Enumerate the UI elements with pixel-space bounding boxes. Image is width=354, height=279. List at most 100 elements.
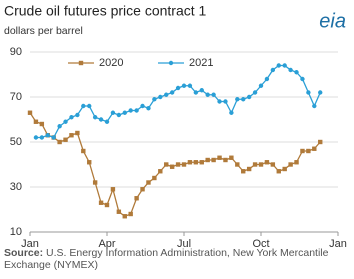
point: [152, 175, 157, 181]
y-tick-label: 50: [10, 136, 22, 148]
point: [187, 160, 193, 165]
point: [158, 94, 163, 100]
point: [116, 112, 122, 118]
point: [146, 106, 151, 111]
chart-subtitle: dollars per barrel: [4, 25, 83, 37]
logo: eia: [319, 10, 346, 32]
point: [282, 166, 287, 172]
point: [258, 162, 264, 167]
point: [81, 148, 86, 154]
point: [169, 90, 175, 95]
point: [110, 110, 116, 115]
point: [128, 211, 133, 217]
point: [241, 169, 246, 174]
y-tick-label: 70: [10, 91, 22, 103]
point: [312, 103, 317, 109]
point: [252, 90, 258, 95]
point: [63, 119, 68, 124]
point: [69, 133, 74, 138]
point: [92, 115, 98, 120]
point: [140, 187, 145, 192]
point: [229, 110, 234, 115]
point: [87, 160, 92, 165]
point: [199, 160, 204, 165]
point: [223, 157, 228, 163]
source-text: U.S. Energy Information Administration, …: [4, 247, 329, 271]
point: [45, 133, 50, 138]
point: [164, 92, 169, 97]
point: [187, 83, 193, 88]
point: [122, 214, 127, 219]
legend-label: 2021: [189, 57, 213, 69]
point: [140, 103, 145, 109]
point: [294, 160, 299, 165]
y-tick-label: 90: [10, 46, 22, 58]
y-tick-label: 10: [10, 226, 22, 238]
point: [181, 162, 187, 167]
point: [318, 139, 323, 145]
series-line: [29, 112, 321, 217]
point: [33, 135, 39, 140]
x-tick-label: Jan: [21, 238, 39, 250]
point: [211, 92, 216, 97]
point: [57, 124, 62, 129]
point: [164, 162, 169, 167]
x-tick-label: Jan: [329, 238, 347, 250]
point: [205, 157, 210, 163]
point: [39, 135, 45, 140]
point: [217, 155, 222, 160]
point: [318, 90, 323, 95]
chart-title: Crude oil futures price contract 1: [4, 3, 207, 19]
point: [288, 67, 293, 73]
point: [110, 187, 116, 192]
legend-marker: [78, 60, 84, 66]
point: [57, 139, 62, 145]
point: [246, 94, 252, 100]
point: [270, 162, 276, 167]
point: [175, 85, 181, 91]
point: [63, 137, 68, 142]
point: [169, 164, 175, 169]
series-line: [35, 64, 321, 139]
point: [306, 148, 311, 154]
point: [270, 67, 276, 73]
point: [122, 110, 127, 115]
point: [27, 110, 33, 115]
point: [92, 180, 98, 185]
point: [152, 97, 157, 102]
point: [146, 180, 151, 185]
point: [264, 160, 270, 165]
point: [134, 108, 139, 113]
point: [75, 112, 80, 118]
point: [193, 160, 199, 165]
point: [264, 76, 270, 82]
point: [128, 108, 133, 113]
point: [306, 90, 311, 95]
point: [193, 90, 199, 95]
point: [175, 162, 181, 167]
point: [134, 196, 139, 201]
point: [241, 97, 246, 102]
point: [98, 117, 104, 122]
point: [288, 162, 293, 167]
point: [246, 166, 252, 172]
source: Source: U.S. Energy Information Administ…: [4, 247, 350, 271]
point: [75, 130, 80, 136]
point: [104, 119, 110, 124]
point: [39, 121, 45, 127]
point: [276, 63, 281, 68]
point: [51, 135, 56, 140]
point: [104, 202, 110, 208]
point: [217, 99, 222, 104]
point: [300, 148, 305, 154]
point: [181, 83, 187, 88]
y-tick-label: 30: [10, 181, 22, 193]
point: [235, 97, 240, 102]
point: [211, 157, 216, 163]
point: [116, 209, 122, 214]
point: [294, 70, 299, 75]
point: [98, 200, 104, 205]
x-tick-label: Jul: [177, 238, 191, 250]
point: [205, 92, 210, 97]
